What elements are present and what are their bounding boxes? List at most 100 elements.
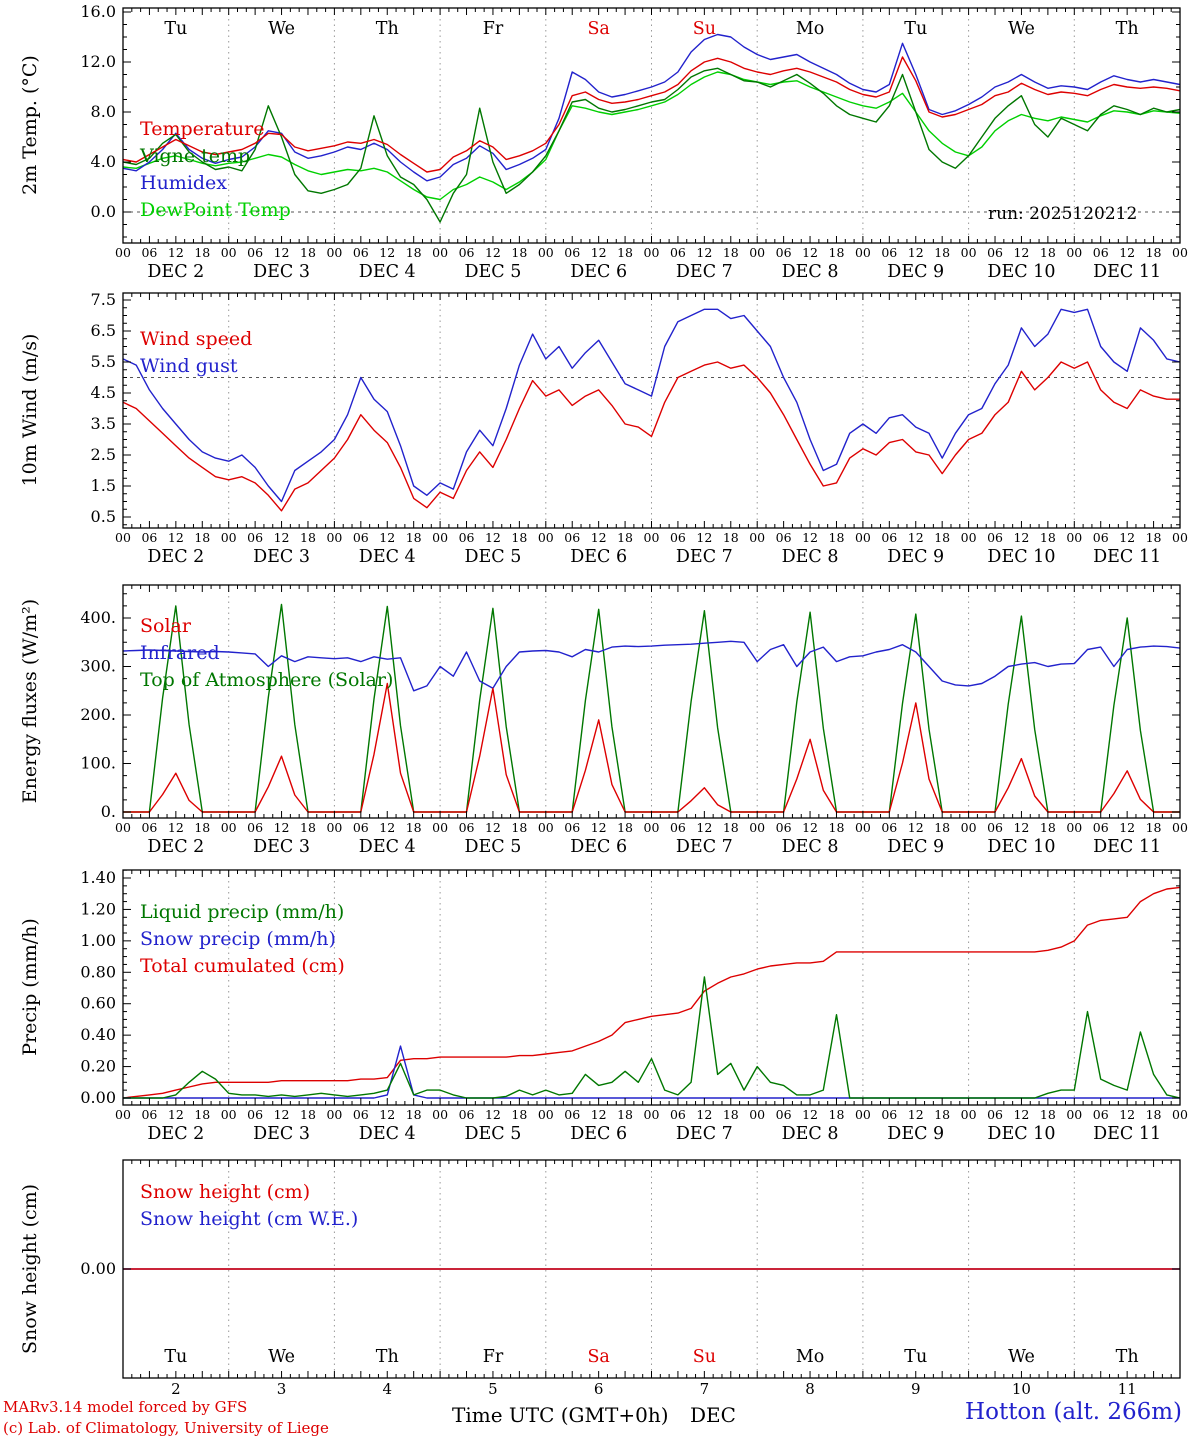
y-axis-title-energy: Energy fluxes (W/m²) <box>19 598 41 804</box>
x-tick-label: 06 <box>564 245 580 260</box>
x-tick-label: 06 <box>459 530 475 545</box>
x-tick-label: 00 <box>538 245 554 260</box>
y-tick-label: 1.40 <box>80 868 116 887</box>
x-tick-label: 18 <box>1040 820 1056 835</box>
legend-item-snow_precip: Snow precip (mm/h) <box>140 928 336 950</box>
legend-item-snow_height_we: Snow height (cm W.E.) <box>140 1208 359 1230</box>
x-tick-label: 06 <box>776 245 792 260</box>
x-day-label: DEC 9 <box>887 547 944 567</box>
x-tick-label: 00 <box>855 820 871 835</box>
x-day-label: DEC 4 <box>359 837 416 857</box>
x-day-label: DEC 7 <box>676 262 733 282</box>
x-day-label: DEC 5 <box>464 837 521 857</box>
x-day-label: DEC 10 <box>987 547 1055 567</box>
series-total_cumulated <box>122 886 1181 1099</box>
x-tick-label: 00 <box>1066 820 1082 835</box>
x-day-label: DEC 9 <box>887 837 944 857</box>
day-number-label: 11 <box>1118 1380 1137 1398</box>
x-day-label: DEC 11 <box>1093 262 1161 282</box>
x-tick-label: 18 <box>1146 530 1162 545</box>
series-infrared <box>122 640 1181 692</box>
x-day-label: DEC 3 <box>253 837 310 857</box>
x-tick-label: 06 <box>776 1107 792 1122</box>
x-tick-label: 18 <box>1040 530 1056 545</box>
x-tick-label: 12 <box>1119 530 1135 545</box>
x-tick-label: 00 <box>961 820 977 835</box>
x-day-label: DEC 2 <box>147 837 204 857</box>
x-tick-label: 00 <box>1172 820 1188 835</box>
x-tick-label: 06 <box>670 530 686 545</box>
y-tick-label: 4.0 <box>91 152 116 171</box>
x-day-label: DEC 7 <box>676 547 733 567</box>
x-tick-label: 12 <box>379 530 395 545</box>
x-tick-label: 00 <box>432 1107 448 1122</box>
weekday-label: Fr <box>483 19 504 39</box>
footer-credit-line1: MARv3.14 model forced by GFS <box>3 1398 248 1416</box>
x-tick-label: 12 <box>485 245 501 260</box>
weekday-label: Tu <box>164 1347 187 1367</box>
x-tick-label: 18 <box>1040 245 1056 260</box>
x-tick-label: 00 <box>855 1107 871 1122</box>
x-tick-label: 12 <box>168 530 184 545</box>
x-tick-label: 12 <box>1119 245 1135 260</box>
x-tick-label: 12 <box>802 820 818 835</box>
legend-item-infrared: Infrared <box>140 642 220 664</box>
x-tick-label: 12 <box>696 245 712 260</box>
x-tick-label: 00 <box>644 245 660 260</box>
x-tick-label: 00 <box>1172 245 1188 260</box>
series-wind_speed <box>122 361 1180 512</box>
legend-item-solar: Solar <box>140 615 191 637</box>
day-number-label: 3 <box>277 1380 287 1398</box>
x-tick-label: 06 <box>353 245 369 260</box>
x-tick-label: 12 <box>802 245 818 260</box>
x-tick-label: 18 <box>934 245 950 260</box>
x-tick-label: 18 <box>829 1107 845 1122</box>
series-temperature <box>122 56 1181 173</box>
x-tick-label: 00 <box>1172 530 1188 545</box>
x-tick-label: 18 <box>617 820 633 835</box>
series-vigne_temp <box>122 67 1181 223</box>
x-tick-label: 18 <box>300 1107 316 1122</box>
y-tick-label: 1.00 <box>80 931 116 950</box>
y-axis-title-snow: Snow height (cm) <box>19 1183 41 1355</box>
x-day-label: DEC 2 <box>147 262 204 282</box>
series-humidex <box>122 33 1181 182</box>
x-tick-label: 18 <box>1146 245 1162 260</box>
x-tick-label: 00 <box>1066 1107 1082 1122</box>
x-tick-label: 06 <box>1093 245 1109 260</box>
x-tick-label: 06 <box>881 820 897 835</box>
x-tick-label: 06 <box>881 245 897 260</box>
x-day-label: DEC 8 <box>782 1124 839 1144</box>
x-tick-label: 06 <box>247 245 263 260</box>
x-tick-label: 06 <box>564 1107 580 1122</box>
x-tick-label: 12 <box>696 530 712 545</box>
x-tick-label: 00 <box>115 530 131 545</box>
x-tick-label: 18 <box>406 820 422 835</box>
y-axis-title-precip: Precip (mm/h) <box>19 918 41 1056</box>
y-tick-label: 4.5 <box>91 383 116 402</box>
x-tick-label: 00 <box>115 245 131 260</box>
y-tick-label: 200. <box>80 705 116 724</box>
x-tick-label: 12 <box>1013 245 1029 260</box>
y-tick-label: 300. <box>80 657 116 676</box>
y-tick-label: 2.5 <box>91 445 116 464</box>
y-tick-label: 16.0 <box>80 2 116 21</box>
legend-item-humidex: Humidex <box>140 172 228 194</box>
y-tick-label: 0.80 <box>80 962 116 981</box>
x-tick-label: 18 <box>406 245 422 260</box>
x-tick-label: 00 <box>538 820 554 835</box>
weekday-label: Th <box>376 1347 399 1367</box>
y-tick-label: 0.20 <box>80 1057 116 1076</box>
footer-credits: MARv3.14 model forced by GFS (c) Lab. of… <box>3 1397 329 1439</box>
x-tick-label: 00 <box>644 530 660 545</box>
x-day-label: DEC 3 <box>253 547 310 567</box>
x-tick-label: 18 <box>617 1107 633 1122</box>
x-day-label: DEC 3 <box>253 262 310 282</box>
x-day-label: DEC 5 <box>464 1124 521 1144</box>
x-tick-label: 12 <box>485 1107 501 1122</box>
run-label: run: 2025120212 <box>988 204 1138 224</box>
x-tick-label: 00 <box>961 530 977 545</box>
x-tick-label: 00 <box>1172 1107 1188 1122</box>
x-tick-label: 00 <box>855 530 871 545</box>
